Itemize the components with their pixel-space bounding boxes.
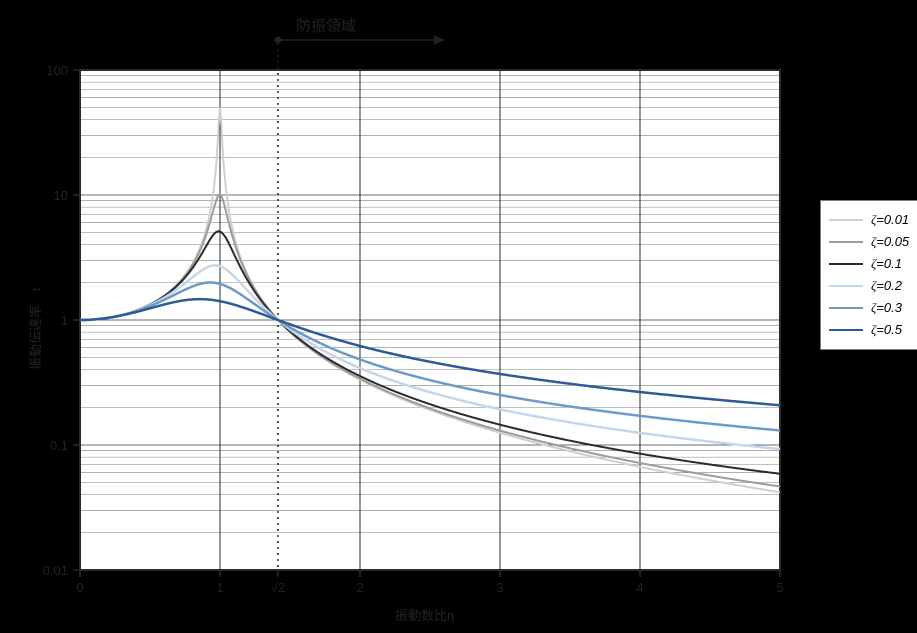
svg-text:4: 4 xyxy=(636,580,643,595)
legend-label: ζ=0.3 xyxy=(871,300,902,316)
svg-text:2: 2 xyxy=(356,580,363,595)
legend-swatch xyxy=(829,307,863,309)
legend-item-z02: ζ=0.2 xyxy=(829,275,909,297)
svg-text:1: 1 xyxy=(216,580,223,595)
isolation-region-label: 防振領域 xyxy=(296,15,356,36)
legend-swatch xyxy=(829,263,863,265)
legend-item-z001: ζ=0.01 xyxy=(829,209,909,231)
legend-swatch xyxy=(829,219,863,221)
svg-text:10: 10 xyxy=(54,188,68,203)
svg-text:√2: √2 xyxy=(271,580,285,595)
y-axis-label: 振動伝達率 τ xyxy=(25,287,44,370)
legend-label: ζ=0.01 xyxy=(871,212,909,228)
x-axis-label: 振動数比η xyxy=(395,605,454,624)
svg-text:0.01: 0.01 xyxy=(43,563,68,578)
legend-label: ζ=0.2 xyxy=(871,278,902,294)
svg-text:1: 1 xyxy=(61,313,68,328)
legend-item-z01: ζ=0.1 xyxy=(829,253,909,275)
svg-text:100: 100 xyxy=(46,63,68,78)
svg-text:3: 3 xyxy=(496,580,503,595)
legend-item-z05: ζ=0.5 xyxy=(829,319,909,341)
legend-swatch xyxy=(829,329,863,331)
legend-swatch xyxy=(829,285,863,287)
svg-text:0: 0 xyxy=(76,580,83,595)
legend: ζ=0.01 ζ=0.05 ζ=0.1 ζ=0.2 ζ=0.3 ζ=0.5 xyxy=(820,200,917,350)
legend-item-z03: ζ=0.3 xyxy=(829,297,909,319)
svg-text:5: 5 xyxy=(776,580,783,595)
legend-label: ζ=0.05 xyxy=(871,234,909,250)
legend-label: ζ=0.1 xyxy=(871,256,902,272)
legend-swatch xyxy=(829,241,863,243)
svg-text:0.1: 0.1 xyxy=(50,438,68,453)
legend-item-z005: ζ=0.05 xyxy=(829,231,909,253)
transmissibility-chart: 0 1 2 3 4 5 √2 0.01 0.1 1 10 100 xyxy=(0,0,917,633)
legend-label: ζ=0.5 xyxy=(871,322,902,338)
